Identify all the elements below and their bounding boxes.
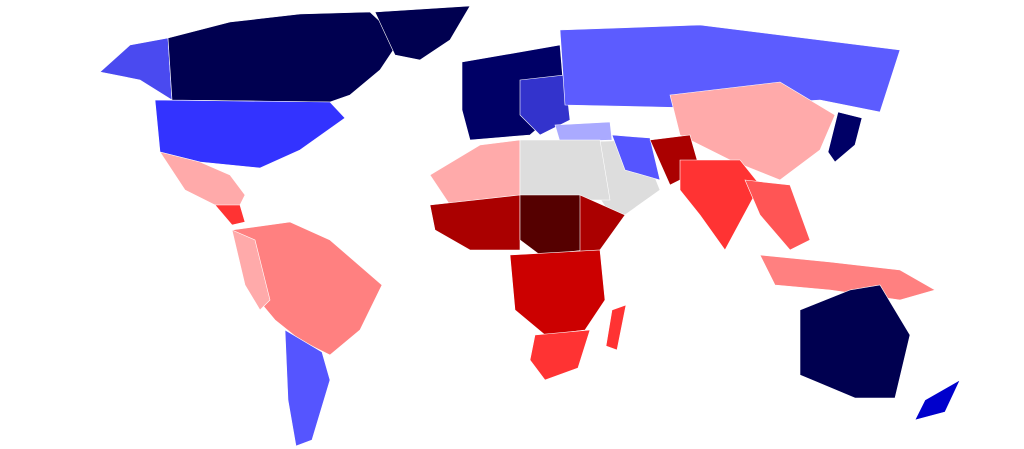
canada: [167, 11, 401, 103]
iran: [611, 134, 661, 181]
west-africa: [429, 194, 521, 251]
central-america: [214, 204, 246, 226]
south-africa: [529, 329, 591, 381]
madagascar: [605, 304, 627, 351]
alaska: [99, 37, 173, 101]
central-africa: [519, 194, 586, 256]
indonesia: [759, 254, 936, 301]
australia: [799, 284, 911, 399]
new-zealand: [914, 379, 961, 421]
india: [679, 159, 761, 251]
sahara: [519, 139, 611, 201]
southeast-asia: [744, 179, 811, 251]
north-africa: [429, 139, 521, 206]
southern-africa: [509, 249, 606, 336]
eastern-europe: [519, 74, 571, 136]
russia: [559, 24, 901, 113]
japan: [827, 111, 863, 163]
greenland: [374, 5, 471, 61]
southern-cone: [284, 329, 331, 447]
andes-west: [231, 229, 271, 311]
turkey: [554, 121, 613, 143]
